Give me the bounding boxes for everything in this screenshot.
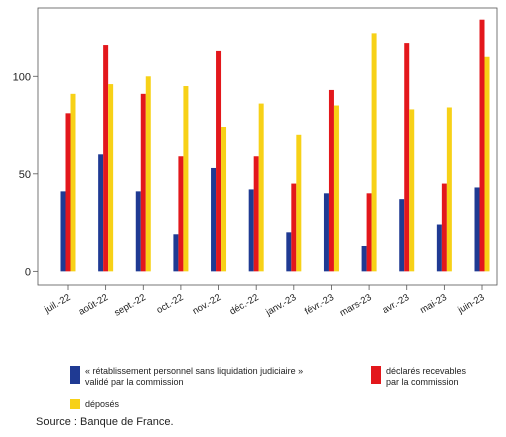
bar-declared-8	[366, 193, 372, 272]
legend-label-validated: « rétablissement personnel sans liquidat…	[85, 366, 304, 387]
x-tick-label: mai-23	[418, 292, 449, 316]
bar-declared-5	[253, 156, 259, 272]
bar-validated-8	[361, 245, 367, 272]
bar-declared-4	[216, 50, 222, 272]
x-tick-label: janv.-23	[263, 292, 298, 319]
y-tick-label: 100	[13, 71, 31, 83]
bar-declared-0	[65, 113, 71, 272]
x-tick-label: déc.-22	[228, 292, 261, 317]
bar-validated-2	[135, 191, 141, 272]
bar-validated-9	[399, 199, 405, 272]
x-tick-label: oct.-22	[155, 292, 186, 316]
bar-filed-10	[446, 107, 452, 272]
bar-filed-5	[258, 103, 264, 272]
x-tick-label: avr.-23	[381, 292, 412, 316]
legend-swatch-declared	[371, 366, 381, 384]
bar-filed-2	[145, 76, 151, 272]
bar-validated-5	[248, 189, 254, 272]
x-tick-label: févr.-23	[303, 292, 336, 317]
bar-filed-0	[70, 93, 76, 272]
bar-validated-1	[98, 154, 104, 272]
bar-declared-1	[103, 45, 109, 272]
bar-validated-6	[286, 232, 292, 272]
x-tick-label: sept.-22	[113, 292, 148, 319]
legend-swatch-validated	[70, 366, 80, 384]
bar-validated-10	[436, 224, 442, 272]
bar-filed-9	[409, 109, 415, 272]
bars	[60, 19, 490, 272]
x-tick-label: nov.-22	[191, 292, 223, 317]
bar-declared-6	[291, 183, 297, 272]
bar-validated-11	[474, 187, 480, 272]
x-axis: juil.-22 août-22 sept.-22 oct.-22 nov.-22 déc…	[42, 285, 487, 319]
bar-validated-3	[173, 234, 179, 272]
bar-filed-6	[296, 134, 302, 272]
bar-filed-11	[484, 56, 490, 272]
bar-declared-2	[140, 93, 146, 272]
bar-filed-4	[221, 126, 227, 272]
bar-chart: 0 50 100 juil.-22 août-22 sept.-22 oct.-22 nov…	[13, 7, 498, 319]
bar-declared-3	[178, 156, 184, 272]
bar-validated-0	[60, 191, 66, 272]
bar-filed-1	[108, 84, 114, 272]
bar-declared-9	[404, 43, 410, 272]
plot-frame	[37, 7, 498, 286]
bar-declared-7	[328, 89, 334, 272]
y-tick-label: 50	[19, 169, 31, 181]
x-tick-label: juil.-22	[42, 292, 73, 316]
bar-declared-10	[441, 183, 447, 272]
bar-filed-7	[333, 105, 339, 272]
x-tick-label: août-22	[77, 292, 110, 318]
y-tick-label: 0	[25, 266, 31, 278]
bar-validated-4	[211, 167, 217, 272]
x-tick-label: mars-23	[338, 292, 374, 319]
legend-swatch-filed	[70, 399, 80, 409]
legend-label-filed: déposés	[85, 399, 120, 409]
bar-filed-8	[371, 33, 377, 272]
source-note: Source : Banque de France.	[36, 416, 174, 428]
bar-declared-11	[479, 19, 485, 272]
y-axis: 0 50 100	[13, 71, 38, 278]
bar-filed-3	[183, 86, 189, 272]
x-tick-label: juin-23	[455, 292, 486, 316]
bar-validated-7	[323, 193, 329, 272]
legend-label-declared: déclarés recevables par la commission	[386, 366, 467, 387]
